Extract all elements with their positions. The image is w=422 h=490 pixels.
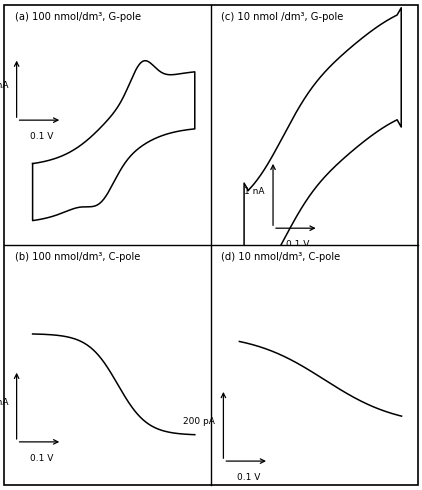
Text: (c) 10 nmol /dm³, G-pole: (c) 10 nmol /dm³, G-pole xyxy=(222,12,344,22)
Text: 200 pA: 200 pA xyxy=(183,417,215,426)
Text: 0.1 V: 0.1 V xyxy=(30,454,53,463)
Text: 1 nA: 1 nA xyxy=(244,187,265,196)
Text: 0.1 V: 0.1 V xyxy=(30,132,53,141)
Text: (b) 100 nmol/dm³, C-pole: (b) 100 nmol/dm³, C-pole xyxy=(14,252,140,262)
Text: (a) 100 nmol/dm³, G-pole: (a) 100 nmol/dm³, G-pole xyxy=(14,12,141,22)
Text: 0.1 V: 0.1 V xyxy=(237,473,260,482)
Text: 1 nA: 1 nA xyxy=(0,81,8,90)
Text: (d) 10 nmol/dm³, C-pole: (d) 10 nmol/dm³, C-pole xyxy=(222,252,341,262)
Text: 0.1 V: 0.1 V xyxy=(287,240,310,249)
Text: 1 nA: 1 nA xyxy=(0,398,8,407)
